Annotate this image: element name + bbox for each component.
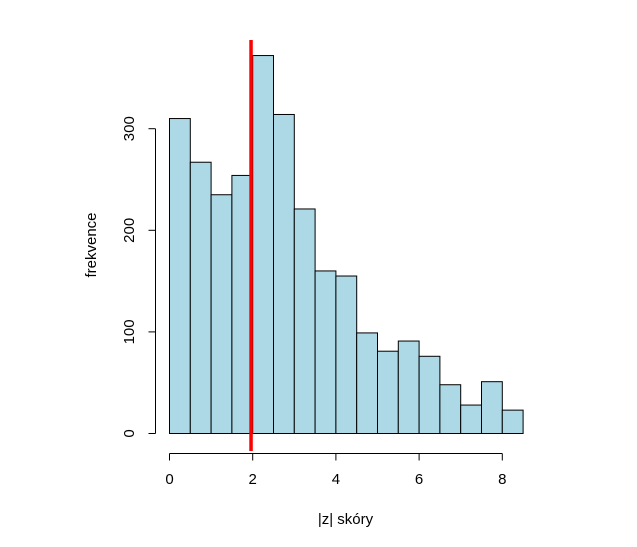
y-axis-tick-label-1: 100 bbox=[121, 319, 138, 344]
histogram-bar-1 bbox=[189, 161, 212, 434]
histogram-bar-5 bbox=[273, 113, 295, 434]
x-axis-tick-label-0: 0 bbox=[165, 471, 173, 488]
bars-layer bbox=[169, 55, 524, 435]
y-axis-label: frekvence bbox=[83, 212, 100, 277]
histogram-bar-9 bbox=[356, 332, 379, 434]
histogram-bar-12 bbox=[418, 355, 441, 434]
histogram-bar-11 bbox=[397, 340, 420, 435]
x-axis-tick-label-3: 6 bbox=[415, 471, 423, 488]
histogram-bar-16 bbox=[501, 409, 524, 434]
x-axis: 0 2 4 6 8 bbox=[165, 453, 506, 488]
y-axis: 0 100 200 300 bbox=[121, 116, 156, 438]
x-axis-tick-label-1: 2 bbox=[249, 471, 257, 488]
histogram-bar-6 bbox=[293, 208, 316, 434]
histogram-bar-0 bbox=[169, 118, 191, 434]
histogram-bar-14 bbox=[460, 404, 483, 435]
y-axis-tick-label-2: 200 bbox=[121, 218, 138, 243]
y-axis-tick-label-0: 0 bbox=[121, 429, 138, 437]
histogram-bar-8 bbox=[335, 275, 358, 434]
histogram-bar-4 bbox=[252, 55, 274, 434]
x-axis-label: |z| skóry bbox=[318, 511, 374, 528]
histogram-bar-2 bbox=[210, 194, 233, 434]
histogram-bar-10 bbox=[377, 350, 399, 435]
y-axis-tick-label-3: 300 bbox=[121, 116, 138, 141]
histogram-bar-13 bbox=[439, 384, 462, 434]
x-axis-tick-label-2: 4 bbox=[332, 471, 340, 488]
x-axis-tick-label-4: 8 bbox=[498, 471, 506, 488]
histogram-bar-15 bbox=[481, 381, 503, 434]
histogram-bar-7 bbox=[314, 270, 337, 434]
